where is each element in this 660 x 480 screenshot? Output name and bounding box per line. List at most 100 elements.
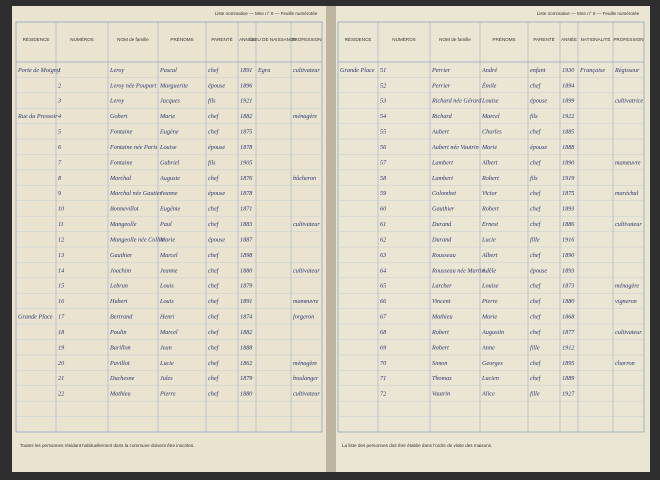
cell: épouse	[530, 144, 547, 151]
cell: 18	[58, 329, 65, 336]
cell: Rousseau née Martin	[431, 267, 485, 274]
cell: 1873	[562, 283, 574, 290]
table-frame	[15, 21, 323, 433]
cell: 1868	[562, 314, 575, 321]
cell: chef	[530, 82, 542, 89]
cell: 1921	[240, 98, 252, 105]
cell: Mathieu	[431, 314, 453, 321]
cell: 1871	[240, 206, 252, 213]
cell: chef	[208, 252, 220, 259]
cell: Robert	[431, 329, 449, 336]
cell: 59	[380, 190, 386, 197]
cell: Gauthier	[110, 252, 133, 259]
cell: 69	[380, 344, 386, 351]
column-header: PROFESSION	[613, 37, 643, 42]
cell: 16	[58, 298, 65, 305]
cell: Marcel	[481, 113, 500, 120]
cell: Duchesne	[109, 375, 135, 382]
cell: 51	[380, 67, 386, 74]
gutter	[326, 6, 336, 472]
page-header: Liste nominative — Mne n° 6 — Feuille nu…	[215, 11, 318, 16]
cell: Poulin	[109, 329, 127, 336]
cell: Jules	[160, 375, 173, 382]
cell: 72	[380, 391, 386, 398]
cell: 1888	[562, 144, 575, 151]
cell: Vincent	[432, 298, 451, 305]
cell: 71	[380, 375, 386, 382]
cell: Jeanne	[160, 190, 178, 197]
cell: Rue du Pressoir	[17, 113, 58, 120]
cell: 1896	[240, 82, 253, 89]
cell: Marchal née Gautier	[109, 190, 163, 197]
cell: 8	[58, 175, 62, 182]
cell: Robert	[481, 206, 499, 213]
left-page	[12, 6, 328, 472]
cell: fille	[530, 236, 540, 243]
cell: Mangeolle	[109, 221, 137, 228]
cell: chef	[208, 329, 220, 336]
cell: 5	[58, 129, 61, 136]
cell: 1893	[562, 206, 574, 213]
cell: Mangeolle née Collin	[109, 236, 164, 243]
cell: 54	[380, 113, 386, 120]
cell: 11	[58, 221, 64, 228]
cell: 1919	[562, 175, 574, 182]
cell: Durand	[431, 236, 452, 243]
cell: 10	[58, 206, 65, 213]
cell: 12	[58, 236, 64, 243]
cell: chef	[530, 283, 542, 290]
cell: 1916	[562, 236, 575, 243]
cell: Richard	[431, 113, 453, 120]
cell: cultivateur	[293, 67, 320, 74]
cell: 6	[58, 144, 62, 151]
cell: chef	[530, 329, 542, 336]
cell: épouse	[208, 144, 225, 151]
cell: 2	[58, 82, 61, 89]
cell: 20	[58, 360, 65, 367]
cell: cultivateur	[615, 221, 642, 228]
cell: épouse	[208, 236, 225, 243]
cell: Leroy	[109, 98, 124, 105]
cell: 55	[380, 129, 386, 136]
cell: Louise	[481, 98, 499, 105]
column-header: PARENTÉ	[211, 36, 232, 42]
cell: fille	[530, 344, 540, 351]
cell: 64	[380, 267, 386, 274]
cell: Henri	[159, 314, 175, 321]
cell: 67	[380, 314, 387, 321]
cell: 1882	[240, 329, 252, 336]
column-header: NOM de famille	[439, 37, 471, 42]
column-header: RÉSIDENCE	[23, 36, 50, 42]
cell: Émile	[481, 81, 497, 89]
cell: 1874	[240, 314, 252, 321]
cell: Richard née Gérard	[431, 98, 482, 105]
cell: Eugène	[159, 129, 179, 136]
cell: boulanger	[293, 375, 319, 382]
cell: Jeanne	[160, 267, 178, 274]
cell: cultivatrice	[615, 98, 643, 105]
cell: chef	[208, 283, 220, 290]
cell: 1882	[240, 113, 252, 120]
cell: 1878	[240, 144, 253, 151]
cell: Barillon	[110, 344, 131, 351]
cell: 1898	[240, 252, 253, 259]
cell: Robert	[481, 175, 499, 182]
cell: Georges	[482, 360, 503, 367]
cell: cultivateur	[293, 267, 320, 274]
cell: 14	[58, 267, 64, 274]
cell: Durand	[431, 221, 452, 228]
cell: Alice	[481, 391, 495, 398]
cell: Thomas	[432, 375, 452, 382]
cell: 70	[380, 360, 387, 367]
cell: 1890	[562, 252, 575, 259]
cell: 1891	[240, 298, 252, 305]
cell: ménagère	[615, 283, 639, 290]
cell: Fontaine née Paris	[109, 144, 158, 151]
cell: chef	[530, 190, 542, 197]
cell: épouse	[530, 267, 547, 274]
cell: bûcheron	[293, 175, 316, 182]
cell: chef	[530, 298, 542, 305]
cell: Grande Place	[18, 314, 53, 321]
